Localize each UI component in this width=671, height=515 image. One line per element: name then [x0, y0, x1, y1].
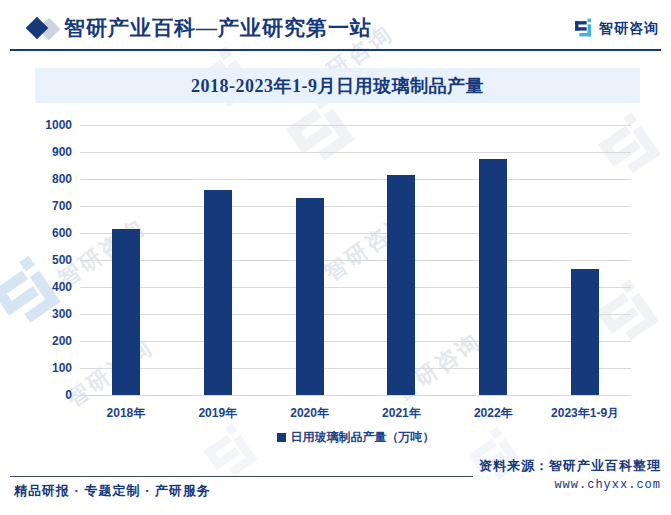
bar-column [264, 125, 356, 395]
footer-divider [10, 476, 473, 477]
y-tick-label: 400 [0, 279, 72, 295]
x-tick-label: 2022年 [447, 405, 539, 422]
y-tick-label: 1000 [0, 117, 72, 133]
chart-title: 2018-2023年1-9月日用玻璃制品产量 [191, 74, 484, 98]
bar-column [447, 125, 539, 395]
bar-2019年[interactable] [204, 190, 232, 395]
y-tick-label: 900 [0, 144, 72, 160]
bar-2023年1-9月[interactable] [571, 269, 599, 395]
x-axis: 2018年2019年2020年2021年2022年2023年1-9月 [80, 405, 631, 422]
legend-label: 日用玻璃制品产量（万吨） [291, 429, 435, 446]
y-tick-label: 600 [0, 225, 72, 241]
bar-2020年[interactable] [296, 198, 324, 395]
footer-source-block: 资料来源：智研产业百科整理 www.chyxx.com [479, 457, 661, 492]
bar-column [539, 125, 631, 395]
page-title: 智研产业百科—产业研究第一站 [64, 14, 372, 42]
diamond-bullet-icon [28, 17, 62, 41]
bar-2018年[interactable] [112, 229, 140, 395]
bar-column [172, 125, 264, 395]
x-tick-label: 2021年 [355, 405, 447, 422]
page-header: 智研产业百科—产业研究第一站 智研咨询 [0, 0, 671, 52]
bars-row [80, 125, 631, 395]
website-link[interactable]: www.chyxx.com [479, 478, 661, 492]
x-tick-label: 2019年 [172, 405, 264, 422]
data-source: 资料来源：智研产业百科整理 [479, 457, 661, 475]
chart-legend: 日用玻璃制品产量（万吨） [80, 429, 631, 446]
header-divider [10, 49, 661, 51]
legend-swatch [277, 433, 286, 442]
y-tick-label: 800 [0, 171, 72, 187]
bar-column [355, 125, 447, 395]
y-tick-label: 0 [0, 387, 72, 403]
chart-title-banner: 2018-2023年1-9月日用玻璃制品产量 [35, 68, 640, 103]
y-tick-label: 500 [0, 252, 72, 268]
bar-2021年[interactable] [387, 175, 415, 395]
y-tick-label: 700 [0, 198, 72, 214]
brand-logo[interactable]: 智研咨询 [573, 18, 659, 39]
y-tick-label: 100 [0, 360, 72, 376]
bar-chart-plot-area [80, 125, 631, 396]
brand-logo-icon [573, 18, 594, 39]
y-tick-label: 300 [0, 306, 72, 322]
bar-2022年[interactable] [479, 159, 507, 395]
y-axis: 10009008007006005004003002001000 [0, 125, 72, 405]
brand-name: 智研咨询 [599, 20, 659, 38]
bar-column [80, 125, 172, 395]
x-tick-label: 2023年1-9月 [539, 405, 631, 422]
x-tick-label: 2018年 [80, 405, 172, 422]
x-tick-label: 2020年 [264, 405, 356, 422]
y-tick-label: 200 [0, 333, 72, 349]
footer-services: 精品研报 · 专题定制 · 产研服务 [14, 482, 211, 500]
